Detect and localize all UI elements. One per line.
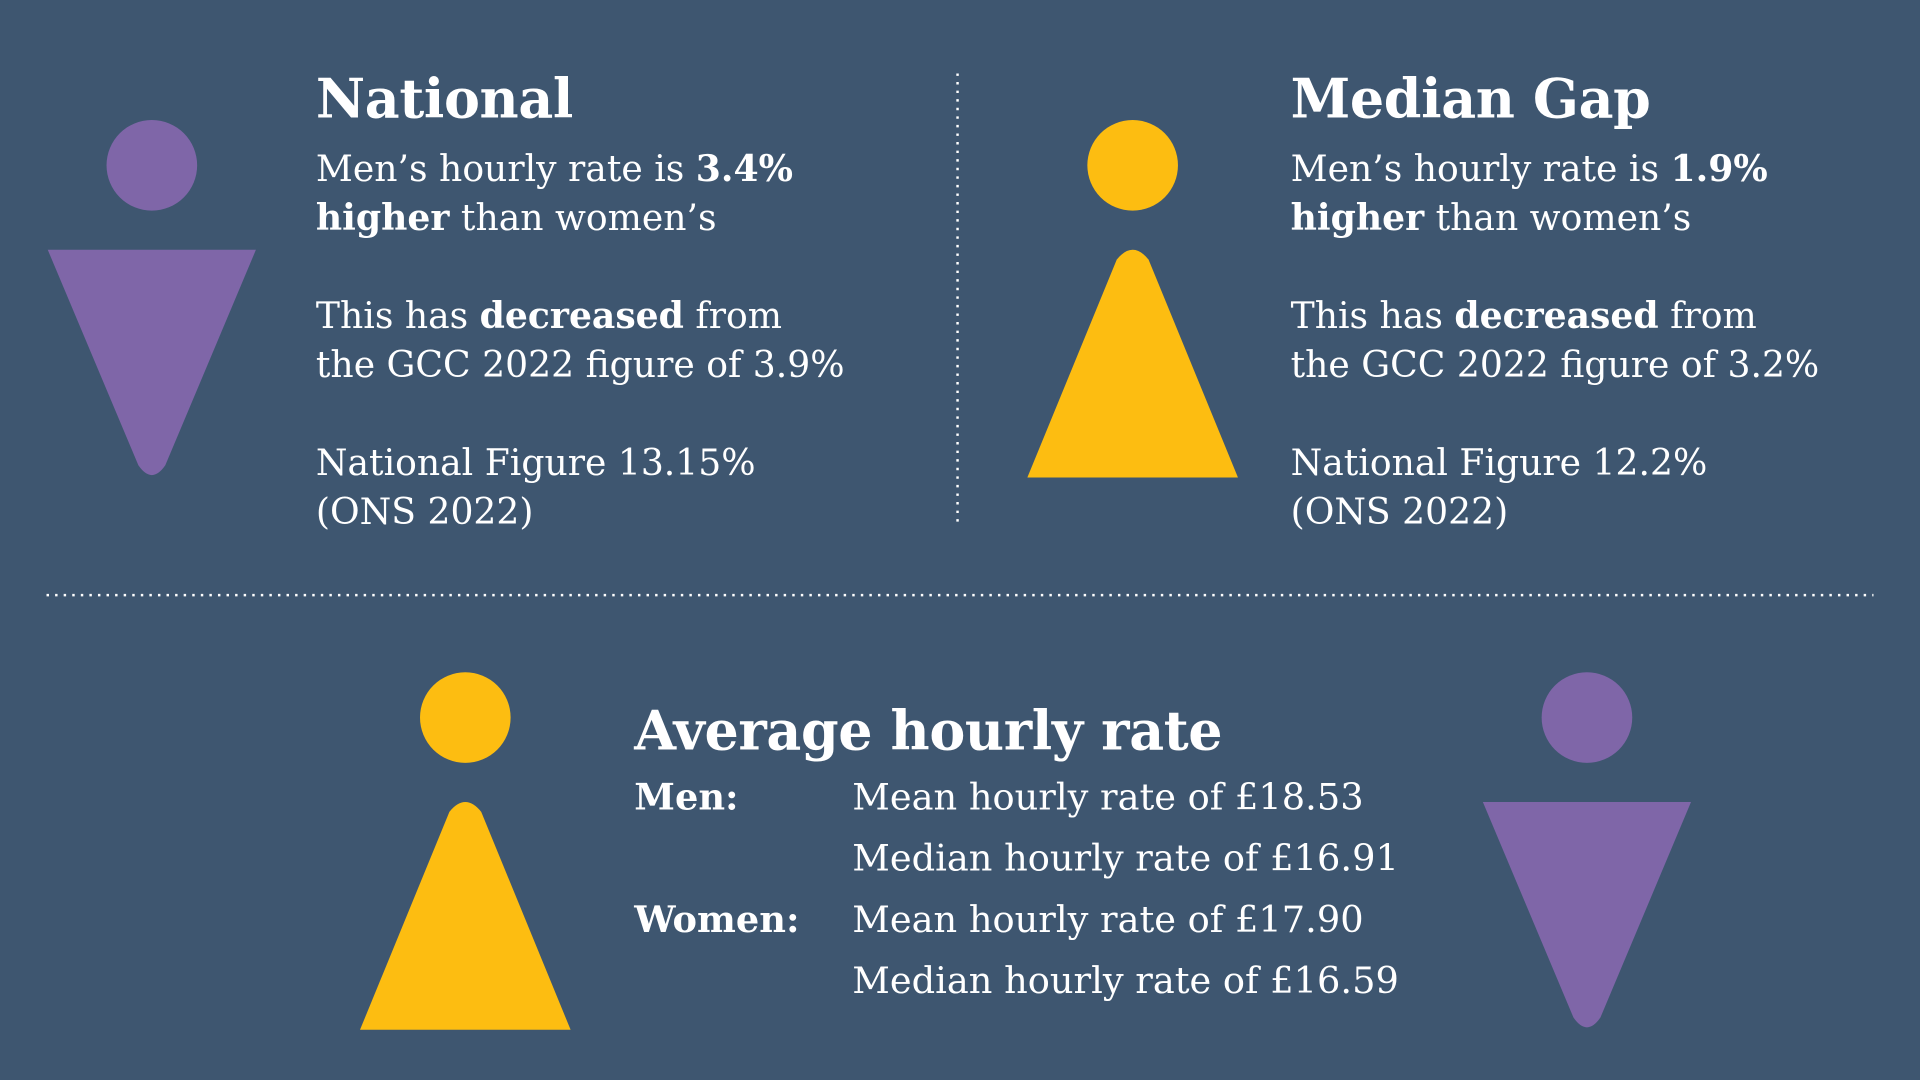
national-gap-text: Men’s hourly rate is 3.4% higher than wo… xyxy=(315,146,793,239)
median-gap-value: 1.9% xyxy=(1670,146,1768,190)
men-mean-rate: Mean hourly rate of £18.53 xyxy=(852,776,1364,820)
national-title: National xyxy=(315,68,573,132)
women-mean-rate: Mean hourly rate of £17.90 xyxy=(852,898,1364,942)
national-figure-text: National Figure 13.15% (ONS 2022) xyxy=(315,442,756,533)
median-gap-section: Median Gap Men’s hourly rate is 1.9% hig… xyxy=(1291,73,1820,536)
median-figure-text: National Figure 12.2% (ONS 2022) xyxy=(1290,442,1708,533)
head-icon xyxy=(106,120,198,211)
national-section: National Men’s hourly rate is 3.4% highe… xyxy=(316,73,845,536)
men-median-rate: Median hourly rate of £16.91 xyxy=(852,837,1399,881)
head-icon xyxy=(420,672,511,763)
men-label: Men: xyxy=(634,776,739,820)
dress-icon xyxy=(47,249,256,476)
women-median-rate: Median hourly rate of £16.59 xyxy=(852,960,1399,1003)
median-gap-title: Median Gap xyxy=(1290,68,1651,132)
average-title: Average hourly rate xyxy=(634,700,1223,763)
body-icon xyxy=(360,802,571,1030)
average-section: Average hourly rate xyxy=(634,705,1222,759)
body-icon xyxy=(1027,249,1238,478)
head-icon xyxy=(1541,672,1633,763)
national-change-text: This has decreased from the GCC 2022 fig… xyxy=(315,293,845,386)
median-gap-text: Men’s hourly rate is 1.9% higher than wo… xyxy=(1290,146,1768,239)
dress-icon xyxy=(1482,802,1692,1028)
head-icon xyxy=(1087,120,1178,211)
median-change-text: This has decreased from the GCC 2022 fig… xyxy=(1290,293,1820,386)
national-gap-value: 3.4% xyxy=(695,146,793,190)
women-label: Women: xyxy=(634,898,800,942)
